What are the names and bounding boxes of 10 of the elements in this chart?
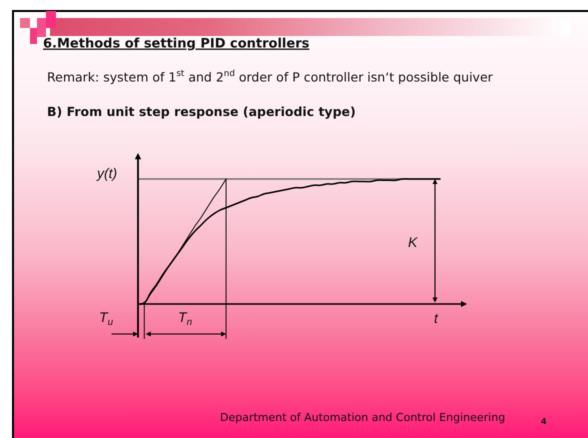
y-axis-title: y(t) (96, 165, 118, 181)
text: B) From unit step response (aperiodic type) (47, 104, 356, 119)
chart-subtitle: Remark: system of 1$^{st}$ and 2$^{nd}$ order of P controller isn‘t possible quiver (47, 69, 494, 84)
text: T$_{u}$ (99, 309, 114, 328)
chart-title: 6.Methods of setting PID controllers (43, 36, 310, 52)
x-axis-title: t (434, 310, 439, 326)
text: 4 (541, 417, 547, 426)
text: Department of Automation and Control Engineering (220, 411, 506, 424)
text: T$_{n}$ (178, 309, 192, 328)
annotation: K (408, 234, 418, 250)
